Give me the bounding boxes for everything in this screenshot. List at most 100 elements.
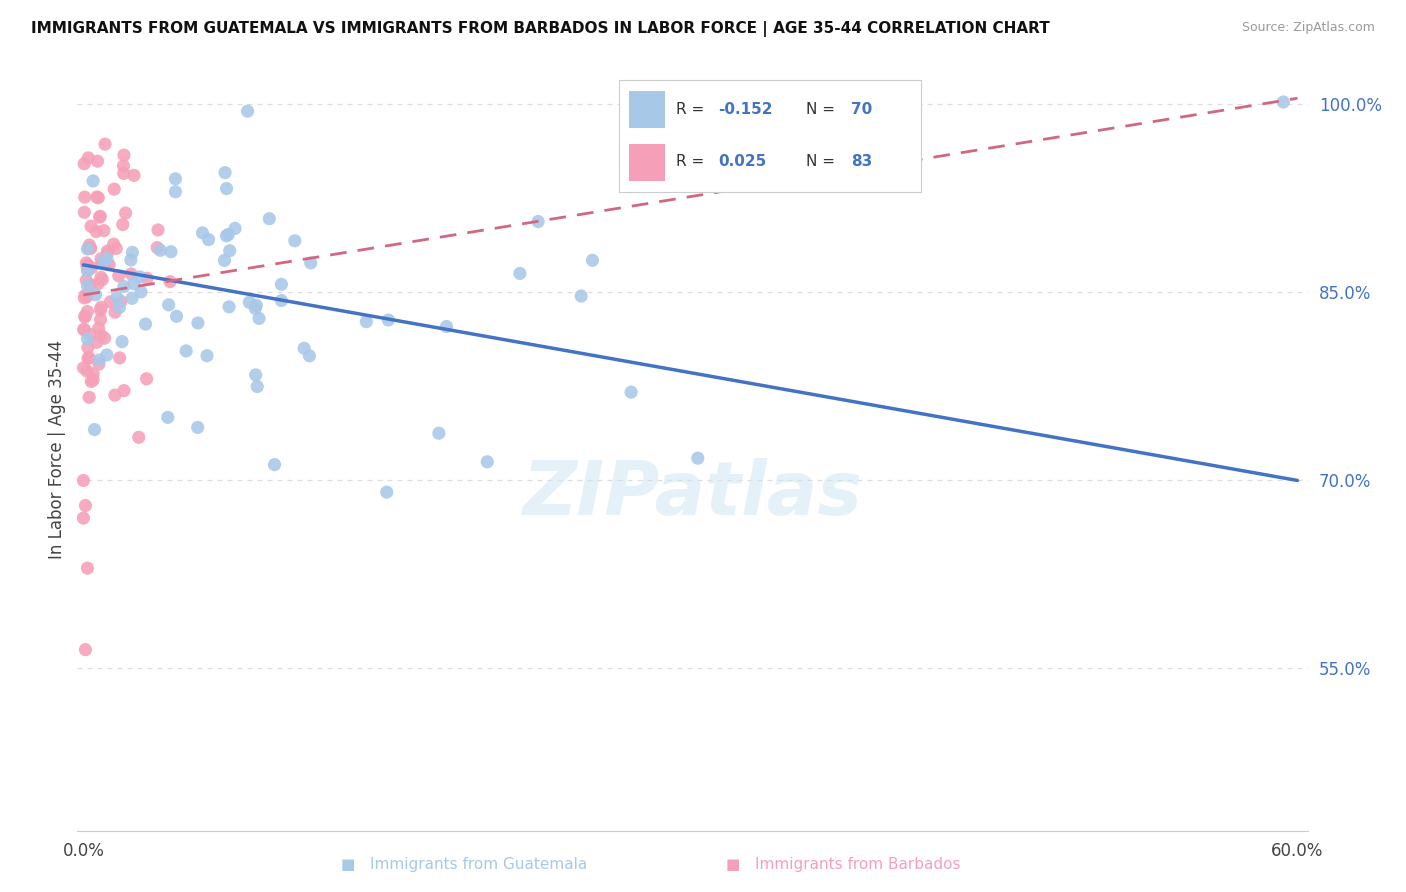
Point	[298, 349, 321, 363]
Point	[299, 256, 322, 270]
Point	[187, 316, 209, 330]
Point	[236, 104, 259, 119]
Point	[80, 219, 103, 234]
Text: ■   Immigrants from Guatemala: ■ Immigrants from Guatemala	[340, 857, 588, 872]
Point	[77, 390, 100, 404]
Point	[91, 273, 114, 287]
Point	[76, 260, 98, 274]
Point	[436, 319, 458, 334]
Point	[76, 332, 98, 346]
Point	[686, 451, 709, 466]
Point	[527, 214, 550, 228]
Point	[103, 182, 125, 196]
Text: N =: N =	[806, 154, 839, 169]
Point	[90, 270, 112, 285]
Text: ■   Immigrants from Barbados: ■ Immigrants from Barbados	[727, 857, 960, 872]
Point	[73, 323, 96, 337]
Point	[79, 327, 101, 342]
Point	[73, 310, 96, 324]
Point	[84, 287, 107, 301]
Point	[76, 290, 98, 304]
Point	[76, 364, 98, 378]
Point	[82, 174, 104, 188]
Point	[377, 313, 399, 327]
Point	[112, 166, 135, 180]
Point	[218, 244, 240, 258]
Point	[97, 245, 120, 260]
Point	[197, 233, 219, 247]
Point	[215, 228, 238, 243]
Point	[77, 151, 100, 165]
Text: ZIPatlas: ZIPatlas	[523, 458, 862, 532]
Point	[165, 172, 187, 186]
FancyBboxPatch shape	[630, 91, 665, 128]
Point	[238, 295, 260, 310]
Point	[89, 210, 111, 224]
Point	[80, 375, 103, 389]
Point	[245, 301, 267, 316]
Point	[77, 241, 100, 255]
Point	[195, 349, 218, 363]
Point	[292, 341, 315, 355]
Point	[120, 252, 142, 267]
Point	[93, 224, 115, 238]
Point	[218, 300, 240, 314]
Point	[128, 269, 150, 284]
Point	[375, 485, 398, 500]
Point	[356, 315, 378, 329]
Point	[259, 211, 281, 226]
Point	[82, 367, 104, 381]
Point	[73, 309, 96, 323]
Point	[129, 285, 152, 299]
Point	[569, 289, 592, 303]
Point	[160, 244, 183, 259]
Point	[263, 458, 285, 472]
Point	[620, 385, 643, 400]
Point	[86, 154, 108, 169]
Point	[93, 254, 115, 268]
Point	[120, 267, 142, 281]
Point	[89, 312, 111, 326]
Point	[73, 322, 96, 336]
Point	[581, 253, 603, 268]
Point	[82, 373, 104, 387]
Point	[104, 388, 127, 402]
Point	[76, 561, 98, 575]
Point	[270, 293, 292, 308]
Point	[111, 218, 134, 232]
Point	[96, 348, 118, 362]
Point	[87, 277, 110, 291]
Text: N =: N =	[806, 102, 839, 117]
Point	[427, 426, 450, 441]
Point	[136, 271, 159, 285]
Point	[245, 368, 267, 382]
Point	[245, 298, 267, 312]
Point	[103, 237, 125, 252]
Point	[165, 185, 187, 199]
Point	[477, 455, 499, 469]
Point	[107, 268, 129, 283]
Point	[90, 252, 112, 266]
Point	[77, 351, 100, 366]
Point	[79, 241, 101, 255]
Point	[75, 499, 97, 513]
Point	[215, 181, 238, 195]
Point	[135, 317, 157, 331]
Point	[94, 256, 117, 270]
Point	[86, 190, 108, 204]
Point	[89, 210, 111, 224]
Point	[76, 304, 98, 318]
Point	[83, 423, 105, 437]
Point	[108, 351, 131, 365]
Point	[77, 351, 100, 365]
Point	[87, 321, 110, 335]
Point	[105, 242, 128, 256]
Text: 83: 83	[852, 154, 873, 169]
Point	[75, 256, 97, 270]
Point	[217, 227, 239, 242]
Point	[96, 252, 118, 266]
Point	[75, 642, 97, 657]
Point	[87, 191, 110, 205]
Point	[79, 278, 101, 293]
Point	[94, 137, 117, 152]
